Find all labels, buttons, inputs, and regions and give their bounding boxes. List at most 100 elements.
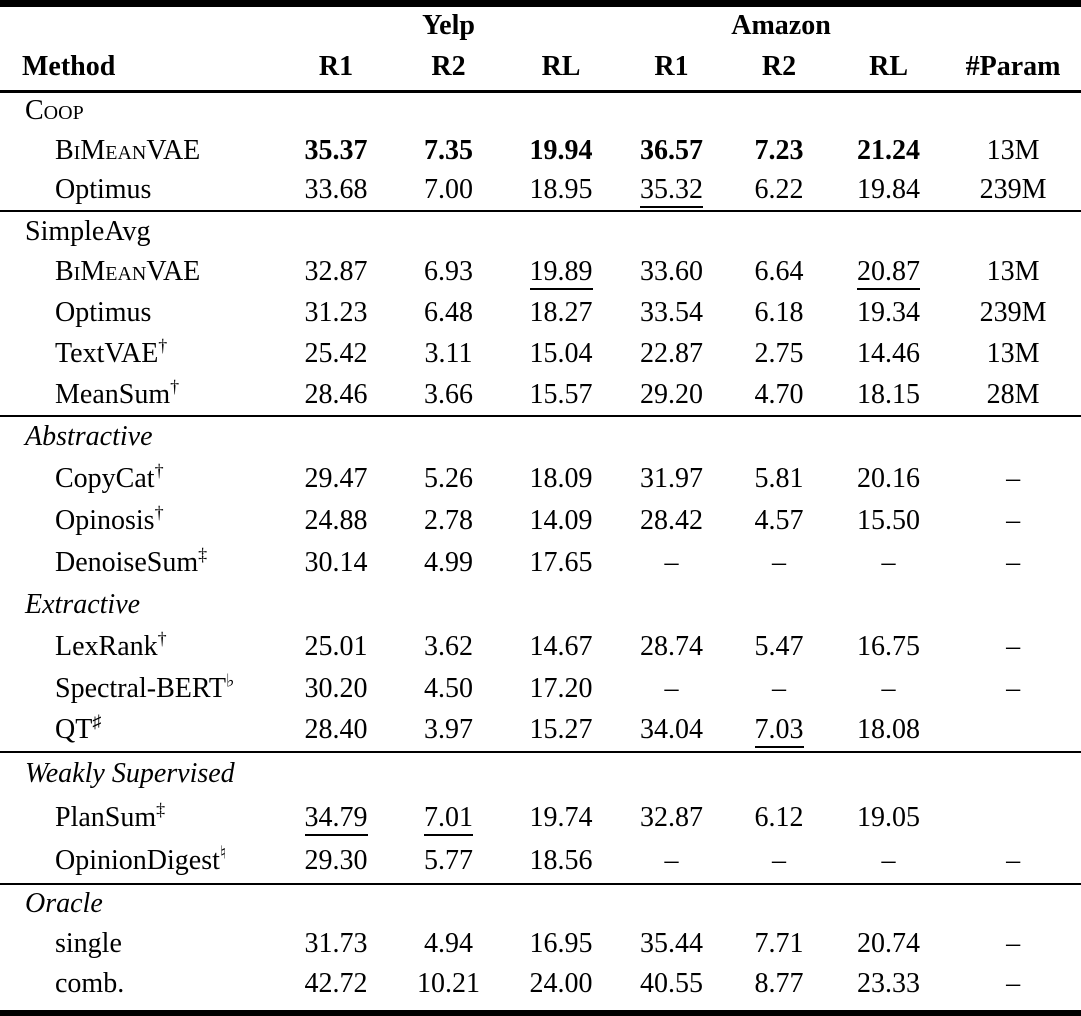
method-cell: LexRank†: [0, 626, 280, 668]
metric-value: 15.27: [529, 714, 593, 746]
metric-value: 33.68: [304, 174, 368, 206]
method-cell: MeanSum†: [0, 375, 280, 416]
metric-cell: –: [726, 840, 832, 884]
metric-cell: 19.74: [505, 796, 617, 840]
metric-cell: 28.74: [617, 626, 726, 668]
param-value: 13M: [986, 134, 1040, 166]
metric-value: –: [881, 546, 896, 578]
column-header-yelp-r2: R2: [431, 50, 466, 82]
metric-cell: 40.55: [617, 964, 726, 1004]
metric-value: 10.21: [417, 967, 480, 999]
metric-cell: 3.97: [392, 710, 505, 752]
param-cell: –: [945, 964, 1081, 1004]
table-row: BiMeanVAE 32.87 6.93 19.89 33.60 6.64 20.87 13M: [0, 252, 1081, 293]
param-cell: –: [945, 542, 1081, 584]
table-section-block: Oracle single 31.73 4.94 16.95 35.44 7.71 20.74…: [0, 884, 1081, 1004]
metric-cell: 31.23: [280, 293, 392, 334]
method-name: BiMeanVAE: [55, 256, 201, 288]
metric-value: 8.77: [754, 967, 804, 999]
metric-cell: 18.27: [505, 293, 617, 334]
metric-value: 18.95: [529, 174, 593, 206]
dataset-group-header-row: Yelp Amazon: [0, 7, 1081, 45]
metric-cell: 17.20: [505, 668, 617, 710]
param-cell: –: [945, 668, 1081, 710]
metric-cell: 28.46: [280, 375, 392, 416]
method-cell: Opinosis†: [0, 500, 280, 542]
metric-cell: 7.71: [726, 924, 832, 964]
metric-value: 19.94: [529, 134, 593, 166]
metric-cell: 16.75: [832, 626, 945, 668]
metric-cell: 25.01: [280, 626, 392, 668]
section-header-row: Weakly Supervised: [0, 752, 1081, 796]
metric-cell: 23.33: [832, 964, 945, 1004]
metric-value: 29.30: [304, 845, 368, 877]
metric-value: 4.50: [424, 672, 473, 704]
metric-cell: 7.00: [392, 171, 505, 211]
param-value: 13M: [986, 338, 1040, 370]
metric-cell: 4.70: [726, 375, 832, 416]
metric-cell: 32.87: [280, 252, 392, 293]
param-cell: –: [945, 924, 1081, 964]
metric-cell: 5.77: [392, 840, 505, 884]
metric-cell: 4.57: [726, 500, 832, 542]
metric-value: 25.01: [304, 630, 368, 662]
metric-cell: 14.46: [832, 334, 945, 375]
table-header: Yelp Amazon Method R1 R2 RL R1 R2 RL #Pa…: [0, 7, 1081, 91]
table-row: TextVAE† 25.42 3.11 15.04 22.87 2.75 14.46 13M: [0, 334, 1081, 375]
metric-cell: –: [832, 668, 945, 710]
metric-value: 28.46: [304, 378, 368, 410]
metric-cell: 5.47: [726, 626, 832, 668]
metric-cell: 4.50: [392, 668, 505, 710]
metric-cell: 16.95: [505, 924, 617, 964]
metric-value: 25.42: [304, 338, 368, 370]
method-cell: OpinionDigest♮: [0, 840, 280, 884]
metric-cell: 14.67: [505, 626, 617, 668]
method-footnote-mark: ♮: [219, 842, 227, 863]
metric-value: –: [772, 546, 787, 578]
method-name: BiMeanVAE: [55, 134, 201, 166]
metric-value: 28.40: [304, 714, 368, 746]
param-value: 239M: [979, 297, 1047, 329]
metric-value: 14.46: [857, 338, 921, 370]
group-header-yelp: Yelp: [422, 9, 475, 41]
table-row: DenoiseSum‡ 30.14 4.99 17.65 – – – –: [0, 542, 1081, 584]
column-header-row: Method R1 R2 RL R1 R2 RL #Param: [0, 45, 1081, 91]
metric-value: 7.00: [424, 174, 473, 206]
metric-cell: –: [832, 542, 945, 584]
metric-cell: –: [832, 840, 945, 884]
metric-value: –: [664, 845, 679, 877]
section-header-row: Extractive: [0, 584, 1081, 626]
metric-cell: 31.73: [280, 924, 392, 964]
param-cell: 13M: [945, 131, 1081, 171]
metric-value: 3.11: [424, 338, 473, 370]
table-row: LexRank† 25.01 3.62 14.67 28.74 5.47 16.75 –: [0, 626, 1081, 668]
metric-cell: 6.12: [726, 796, 832, 840]
table-row: QT♯ 28.40 3.97 15.27 34.04 7.03 18.08: [0, 710, 1081, 752]
method-cell: TextVAE†: [0, 334, 280, 375]
group-header-spacer: [945, 7, 1081, 45]
metric-cell: –: [617, 668, 726, 710]
metric-value: 7.35: [424, 134, 473, 166]
method-name: single: [55, 927, 122, 959]
metric-cell: 30.14: [280, 542, 392, 584]
metric-cell: 36.57: [617, 131, 726, 171]
metric-value: 4.70: [754, 378, 804, 410]
metric-cell: 7.23: [726, 131, 832, 171]
param-value: 239M: [979, 174, 1047, 206]
metric-cell: 29.47: [280, 458, 392, 500]
section-header: Extractive: [25, 588, 141, 620]
method-name: comb.: [55, 967, 125, 999]
metric-cell: 5.26: [392, 458, 505, 500]
table-section-block: SimpleAvg BiMeanVAE 32.87 6.93 19.89 33.60 6.6…: [0, 211, 1081, 416]
metric-cell: 3.66: [392, 375, 505, 416]
metric-value: 18.15: [857, 378, 921, 410]
metric-cell: –: [726, 542, 832, 584]
method-footnote-mark: †: [157, 628, 167, 649]
method-name: Optimus: [55, 297, 152, 329]
method-cell: single: [0, 924, 280, 964]
metric-value: 3.97: [424, 714, 473, 746]
section-header: Weakly Supervised: [25, 758, 235, 790]
metric-value: 4.57: [754, 504, 804, 536]
table-section-block: Weakly Supervised PlanSum‡ 34.79 7.01 19.74 3…: [0, 752, 1081, 884]
metric-value: 19.89: [529, 256, 593, 291]
